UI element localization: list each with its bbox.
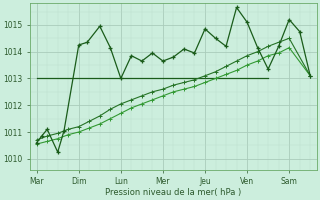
X-axis label: Pression niveau de la mer( hPa ): Pression niveau de la mer( hPa ) bbox=[105, 188, 242, 197]
